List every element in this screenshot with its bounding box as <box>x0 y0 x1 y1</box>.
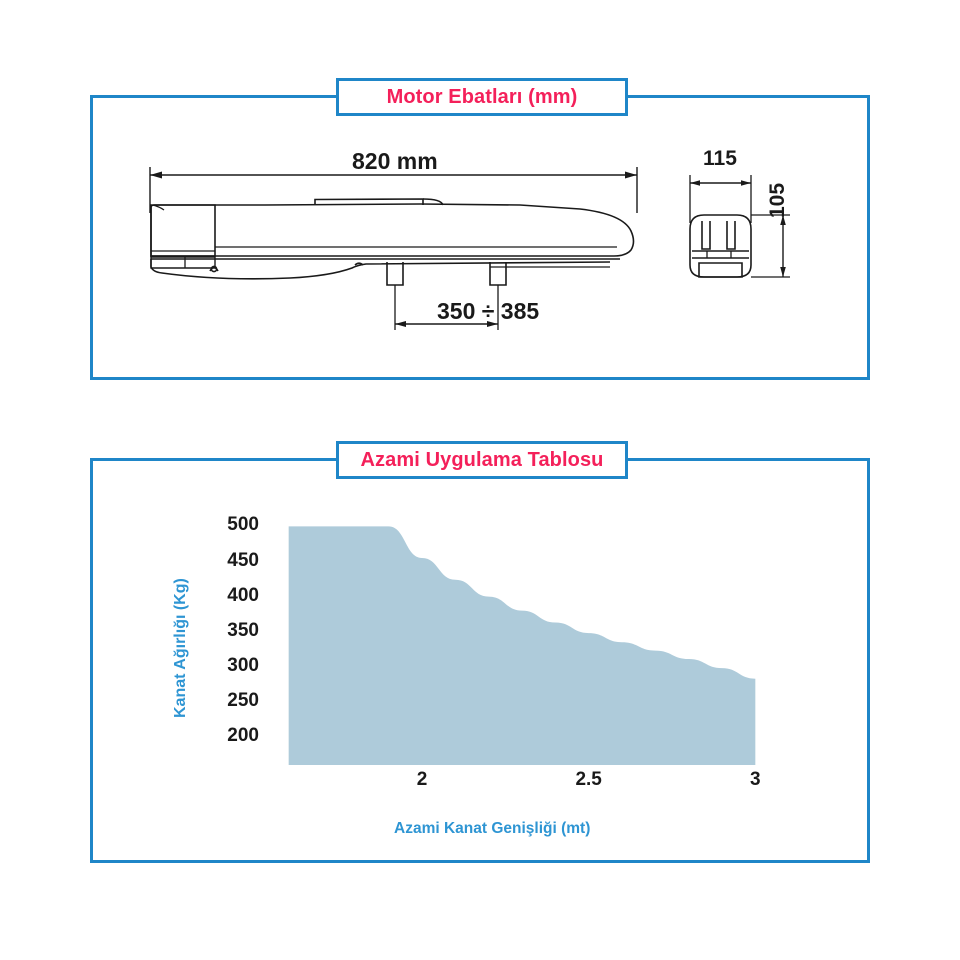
y-axis-tick: 300 <box>227 654 259 676</box>
area-series-path <box>288 526 756 765</box>
dimension-label-width: 115 <box>703 147 737 170</box>
motor-gearbox-block <box>150 204 216 257</box>
y-axis-tick: 450 <box>227 549 259 571</box>
arrow-left-820 <box>150 171 162 179</box>
motor-front-body <box>689 214 752 278</box>
motor-dimensions-panel <box>90 95 870 380</box>
dimension-label-length: 820 mm <box>352 148 438 174</box>
motor-lid-top <box>314 198 424 205</box>
x-axis-tick: 3 <box>750 769 761 790</box>
y-axis-tick: 500 <box>227 514 259 536</box>
motor-drawing-svg <box>149 167 790 330</box>
area-chart-svg <box>288 526 756 765</box>
motor-upper-shell <box>150 203 635 257</box>
motor-dimensions-title: Motor Ebatları (mm) <box>386 85 578 108</box>
y-axis-tick: 350 <box>227 619 259 641</box>
dimension-label-foot-spacing: 350 ÷ 385 <box>437 298 540 324</box>
x-axis-tick: 2.5 <box>575 769 602 790</box>
y-axis-tick: 200 <box>227 724 259 746</box>
arrow-right-820 <box>625 171 637 179</box>
application-area-chart <box>90 458 870 863</box>
motor-bracket-hole <box>210 265 218 273</box>
motor-dimensions-title-box: Motor Ebatları (mm) <box>336 78 628 116</box>
arrow-left-350385 <box>395 321 406 327</box>
y-axis-label: Kanat Ağırlığı (Kg) <box>172 578 189 718</box>
arrow-bottom-105 <box>780 267 786 277</box>
x-axis-tick: 2 <box>416 769 428 790</box>
motor-bracket-nub <box>354 262 364 266</box>
motor-lid-taper <box>422 198 444 206</box>
arrow-left-115 <box>690 180 700 186</box>
motor-foot-left <box>386 262 404 286</box>
motor-front-slot-right <box>726 221 736 250</box>
motor-foot-right <box>489 262 507 286</box>
motor-gearbox-flange <box>150 256 216 269</box>
arrow-right-115 <box>741 180 751 186</box>
motor-technical-drawing <box>90 95 870 380</box>
y-axis-tick: 400 <box>227 584 259 606</box>
application-chart-title-box: Azami Uygulama Tablosu <box>336 441 628 479</box>
y-axis-tick: 250 <box>227 689 259 711</box>
arrow-right-350385 <box>487 321 498 327</box>
motor-front-slot-left <box>701 221 711 250</box>
arrow-top-105 <box>780 215 786 225</box>
motor-bracket-lower <box>150 259 611 280</box>
motor-front-base-pad <box>698 262 743 278</box>
dimension-label-height: 105 <box>766 182 789 218</box>
x-axis-label: Azami Kanat Genişliği (mt) <box>394 820 591 837</box>
motor-gearbox-corner-detail <box>152 204 165 211</box>
application-chart-title: Azami Uygulama Tablosu <box>360 448 604 471</box>
